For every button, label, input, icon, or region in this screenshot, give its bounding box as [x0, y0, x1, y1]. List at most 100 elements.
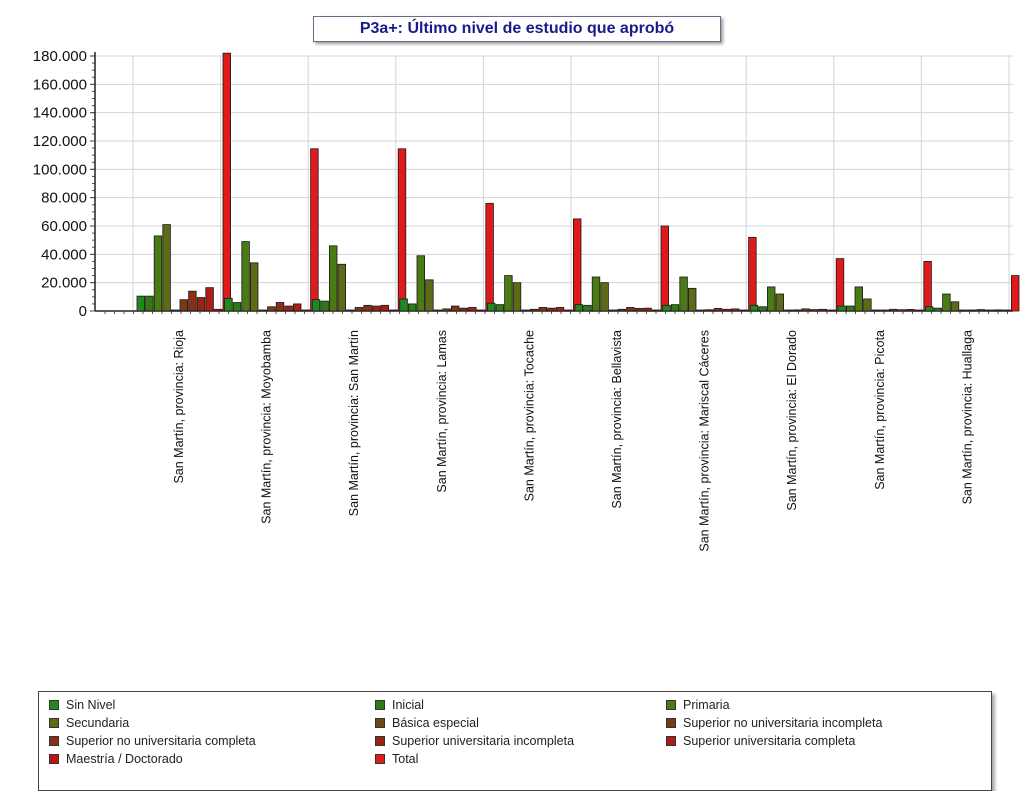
bar — [835, 258, 845, 312]
bar — [179, 299, 188, 312]
bar — [583, 304, 592, 312]
x-tick-label: San Martín, provincia: Lamas — [435, 330, 449, 493]
bar — [722, 308, 731, 312]
bar — [241, 241, 250, 312]
chart-title: P3a+: Último nivel de estudio que aprobó — [313, 16, 721, 42]
bar — [827, 309, 836, 312]
bar — [925, 306, 934, 312]
legend-label: Total — [392, 752, 419, 766]
chart-legend: Sin Nivel Inicial Primaria Secundaria Básica… — [38, 691, 992, 791]
bar — [801, 308, 810, 312]
legend-swatch — [375, 700, 385, 710]
bar — [749, 304, 759, 312]
bar — [222, 52, 231, 312]
legend-item: Básica especial — [375, 715, 479, 731]
legend-swatch — [49, 754, 59, 764]
bar — [985, 309, 994, 312]
bar — [407, 303, 417, 312]
bar — [196, 297, 206, 312]
bar — [942, 293, 951, 312]
bar — [389, 309, 398, 312]
bar — [162, 224, 171, 312]
legend-swatch — [49, 718, 59, 728]
legend-swatch — [49, 700, 59, 710]
bar — [993, 309, 1003, 312]
bar — [337, 263, 346, 312]
x-tick-label: San Martín, provincia: Rioja — [172, 330, 186, 484]
y-tick-label: 60.000 — [41, 218, 87, 235]
bar — [275, 302, 285, 312]
x-tick-label: San Martín, provincia: San Martín — [347, 330, 361, 516]
bar — [968, 309, 977, 312]
bar — [914, 309, 924, 312]
bar — [310, 148, 319, 312]
legend-item: Maestría / Doctorado — [49, 751, 183, 767]
bar — [897, 309, 906, 312]
y-tick-label: 100.000 — [33, 161, 87, 178]
y-tick-label: 180.000 — [33, 48, 87, 65]
x-tick-label: San Martín, provincia: Tocache — [522, 330, 536, 501]
legend-item: Superior universitaria incompleta — [375, 733, 574, 749]
bar — [670, 304, 680, 312]
bar — [573, 218, 582, 312]
y-tick-label: 0 — [79, 303, 87, 320]
bar — [311, 299, 321, 312]
bar — [213, 308, 223, 312]
bar — [328, 245, 338, 312]
bar — [1011, 275, 1020, 312]
bar — [512, 282, 522, 312]
bar — [1002, 309, 1011, 312]
bar — [292, 303, 302, 312]
bar — [652, 309, 661, 312]
bar — [959, 309, 968, 312]
bar — [792, 309, 802, 312]
bar — [679, 276, 688, 312]
bar — [232, 302, 242, 312]
bar — [600, 282, 609, 312]
bar — [504, 275, 513, 312]
bar — [634, 308, 644, 312]
legend-item: Total — [375, 751, 418, 767]
x-tick-label: San Martín, provincia: Picota — [873, 330, 887, 490]
legend-label: Superior universitaria completa — [683, 734, 856, 748]
x-tick-label: San Martín, provincia: Huallaga — [960, 330, 974, 504]
bar — [476, 309, 486, 312]
legend-swatch — [666, 700, 676, 710]
bar — [880, 309, 889, 312]
bar — [320, 300, 329, 312]
bar — [933, 307, 942, 312]
legend-label: Secundaria — [66, 716, 130, 730]
legend-item: Inicial — [375, 697, 424, 713]
bar — [564, 309, 573, 312]
bar — [591, 276, 601, 312]
bar — [758, 306, 767, 312]
y-tick-label: 40.000 — [41, 246, 87, 263]
bar — [784, 309, 793, 312]
bar — [837, 305, 846, 312]
legend-swatch — [666, 718, 676, 728]
bar — [538, 307, 547, 312]
legend-item: Sin Nivel — [49, 697, 115, 713]
bar — [495, 304, 504, 312]
bar — [346, 309, 355, 312]
y-tick-label: 80.000 — [41, 190, 87, 207]
bar — [486, 302, 496, 312]
bar — [889, 308, 898, 312]
bar — [442, 308, 451, 312]
bar — [485, 202, 494, 312]
bar — [468, 307, 477, 312]
bar — [662, 304, 671, 312]
bar — [688, 287, 697, 312]
y-tick-label: 120.000 — [33, 133, 87, 150]
bar — [818, 308, 827, 312]
x-tick-label: San Martín, provincia: Bellavista — [610, 330, 624, 509]
y-tick-label: 160.000 — [33, 76, 87, 93]
legend-label: Superior no universitaria completa — [66, 734, 256, 748]
legend-item: Primaria — [666, 697, 730, 713]
legend-swatch — [375, 718, 385, 728]
bar — [371, 305, 381, 312]
legend-label: Sin Nivel — [66, 698, 116, 712]
bar — [775, 293, 784, 312]
bar — [188, 290, 197, 312]
bar — [609, 309, 618, 312]
